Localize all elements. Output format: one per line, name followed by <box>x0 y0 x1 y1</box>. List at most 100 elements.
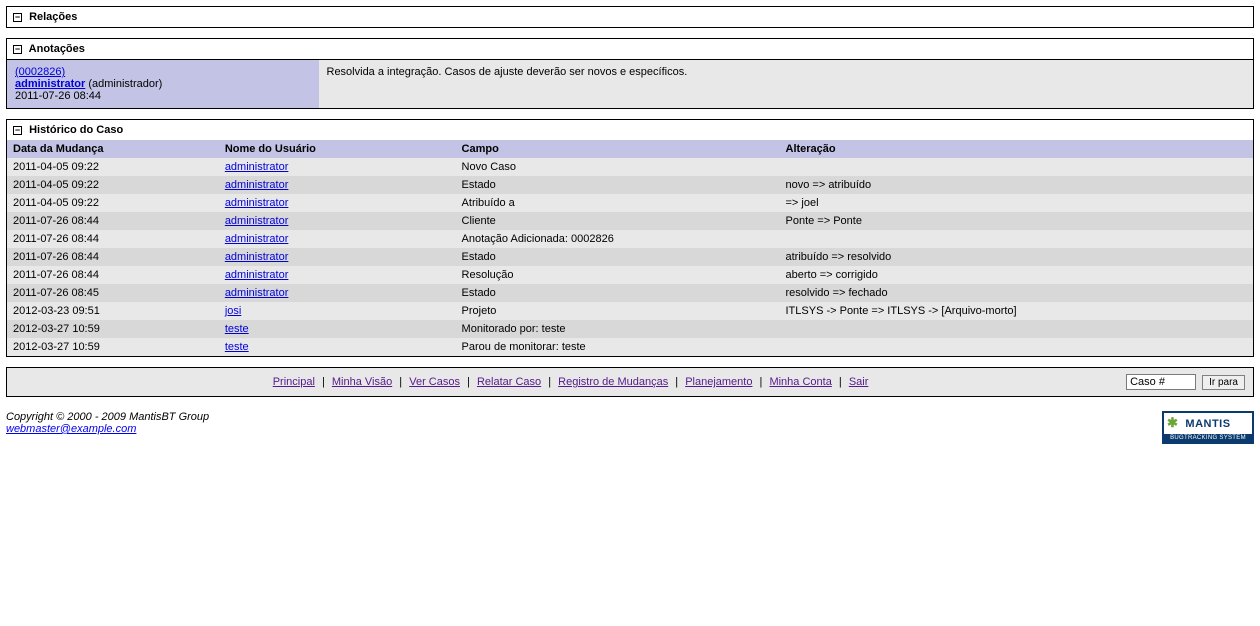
user-link[interactable]: administrator <box>225 251 289 263</box>
table-row: 2012-03-27 10:59testeMonitorado por: tes… <box>7 320 1253 338</box>
footer-link[interactable]: Principal <box>273 376 315 388</box>
cell-field: Parou de monitorar: teste <box>456 338 780 356</box>
footer-link[interactable]: Registro de Mudanças <box>558 376 668 388</box>
cell-user: administrator <box>219 212 456 230</box>
user-link[interactable]: administrator <box>225 179 289 191</box>
footer-link[interactable]: Relatar Caso <box>477 376 541 388</box>
relations-title: Relações <box>29 11 77 23</box>
cell-change: novo => atribuído <box>780 176 1254 194</box>
history-panel: − Histórico do Caso Data da Mudança Nome… <box>6 119 1254 357</box>
cell-change: Ponte => Ponte <box>780 212 1254 230</box>
separator: | <box>396 376 405 388</box>
cell-user: administrator <box>219 266 456 284</box>
relations-header: − Relações <box>7 7 1253 27</box>
table-row: 2012-03-23 09:51 josi ProjetoITLSYS -> Pon… <box>7 302 1253 320</box>
cell-user: administrator <box>219 230 456 248</box>
footer-search: Ir para <box>1126 374 1245 390</box>
cell-date: 2011-04-05 09:22 <box>7 158 219 176</box>
col-field: Campo <box>456 140 780 158</box>
cell-change <box>780 320 1254 338</box>
cell-change: aberto => corrigido <box>780 266 1254 284</box>
user-link[interactable]: administrator <box>225 215 289 227</box>
user-link[interactable]: administrator <box>225 161 289 173</box>
separator: | <box>319 376 328 388</box>
collapse-icon[interactable]: − <box>13 45 22 54</box>
table-row: 2011-04-05 09:22administratorAtribuído a… <box>7 194 1253 212</box>
user-link[interactable]: josi <box>225 305 242 317</box>
notes-panel: − Anotações (0002826) administrator (adm… <box>6 38 1254 109</box>
cell-user: administrator <box>219 248 456 266</box>
col-date: Data da Mudança <box>7 140 219 158</box>
cell-field: Projeto <box>456 302 780 320</box>
history-header-row: Data da Mudança Nome do Usuário Campo Al… <box>7 140 1253 158</box>
cell-field: Resolução <box>456 266 780 284</box>
col-change: Alteração <box>780 140 1254 158</box>
note-row: (0002826) administrator (administrador) … <box>7 59 1253 108</box>
cell-change <box>780 158 1254 176</box>
collapse-icon[interactable]: − <box>13 13 22 22</box>
user-link[interactable]: administrator <box>225 233 289 245</box>
cell-date: 2011-04-05 09:22 <box>7 176 219 194</box>
user-link[interactable]: administrator <box>225 197 289 209</box>
footer-link[interactable]: Ver Casos <box>409 376 460 388</box>
logo-text: MANTIS <box>1185 418 1230 430</box>
cell-field: Estado <box>456 284 780 302</box>
cell-date: 2012-03-27 10:59 <box>7 320 219 338</box>
footer-link[interactable]: Sair <box>849 376 869 388</box>
table-row: 2012-03-27 10:59testeParou de monitorar:… <box>7 338 1253 356</box>
col-user: Nome do Usuário <box>219 140 456 158</box>
webmaster-email[interactable]: webmaster@example.com <box>6 423 136 435</box>
separator: | <box>836 376 845 388</box>
copyright-text-block: Copyright © 2000 - 2009 MantisBT Group w… <box>6 411 209 435</box>
note-user-link[interactable]: administrator <box>15 78 85 90</box>
footer-bar: Principal | Minha Visão | Ver Casos | Re… <box>6 367 1254 397</box>
cell-change: ITLSYS -> Ponte => ITLSYS -> [Arquivo-mo… <box>780 302 1254 320</box>
cell-user: josi <box>219 302 456 320</box>
cell-change <box>780 230 1254 248</box>
cell-field: Novo Caso <box>456 158 780 176</box>
cell-change: atribuído => resolvido <box>780 248 1254 266</box>
footer-link[interactable]: Minha Visão <box>332 376 392 388</box>
note-id-link[interactable]: (0002826) <box>15 66 65 78</box>
table-row: 2011-07-26 08:44administratorClientePont… <box>7 212 1253 230</box>
mantis-logo[interactable]: ✱ MANTIS BUGTRACKING SYSTEM <box>1162 411 1254 444</box>
note-text: Resolvida a integração. Casos de ajuste … <box>319 60 1254 108</box>
cell-date: 2011-07-26 08:44 <box>7 248 219 266</box>
cell-user: administrator <box>219 284 456 302</box>
logo-top: ✱ MANTIS <box>1164 413 1252 434</box>
separator: | <box>464 376 473 388</box>
footer-link[interactable]: Minha Conta <box>769 376 831 388</box>
note-timestamp: 2011-07-26 08:44 <box>15 90 101 102</box>
note-meta: (0002826) administrator (administrador) … <box>7 60 319 108</box>
cell-date: 2012-03-23 09:51 <box>7 302 219 320</box>
copyright-text: Copyright © 2000 - 2009 MantisBT Group <box>6 411 209 423</box>
user-link[interactable]: teste <box>225 323 249 335</box>
cell-field: Estado <box>456 248 780 266</box>
table-row: 2011-07-26 08:45administratorEstadoresol… <box>7 284 1253 302</box>
cell-user: teste <box>219 338 456 356</box>
user-link[interactable]: administrator <box>225 269 289 281</box>
collapse-icon[interactable]: − <box>13 126 22 135</box>
user-link[interactable]: administrator <box>225 287 289 299</box>
cell-user: administrator <box>219 176 456 194</box>
bug-icon: ✱ <box>1167 415 1178 431</box>
note-role: (administrador) <box>88 78 162 90</box>
cell-date: 2011-07-26 08:44 <box>7 212 219 230</box>
cell-field: Estado <box>456 176 780 194</box>
cell-user: administrator <box>219 194 456 212</box>
cell-change: => joel <box>780 194 1254 212</box>
separator: | <box>756 376 765 388</box>
case-number-input[interactable] <box>1126 374 1196 390</box>
cell-change: resolvido => fechado <box>780 284 1254 302</box>
cell-field: Atribuído a <box>456 194 780 212</box>
user-link[interactable]: teste <box>225 341 249 353</box>
cell-change <box>780 338 1254 356</box>
separator: | <box>545 376 554 388</box>
cell-user: administrator <box>219 158 456 176</box>
copyright: Copyright © 2000 - 2009 MantisBT Group w… <box>6 411 1254 444</box>
cell-date: 2011-07-26 08:44 <box>7 230 219 248</box>
table-row: 2011-07-26 08:44administratorResoluçãoab… <box>7 266 1253 284</box>
go-button[interactable]: Ir para <box>1202 375 1245 390</box>
table-row: 2011-04-05 09:22 administrator Estadonovo … <box>7 176 1253 194</box>
footer-link[interactable]: Planejamento <box>685 376 752 388</box>
